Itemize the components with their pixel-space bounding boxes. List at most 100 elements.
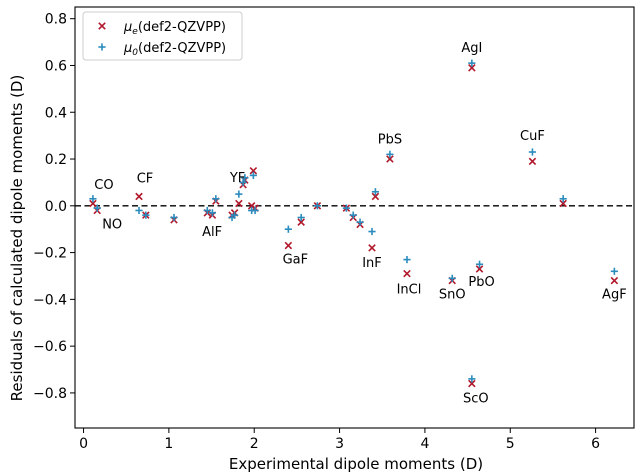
legend-label: μe(def2-QZVPP): [123, 20, 226, 37]
annotation-no: NO: [102, 217, 122, 232]
marker-stroke: [135, 192, 143, 201]
series-mu-e: [89, 64, 619, 388]
data-point: [368, 227, 376, 236]
data-point: [403, 256, 411, 264]
data-point: [386, 155, 394, 163]
data-point: [371, 192, 380, 201]
x-tick-label: 6: [591, 436, 600, 452]
x-axis-label: Experimental dipole moments (D): [229, 455, 483, 473]
marker-stroke: [249, 166, 258, 175]
marker-stroke: [368, 244, 376, 252]
data-point: [235, 190, 243, 198]
data-point: [284, 241, 293, 250]
data-point: [610, 267, 618, 275]
data-point: [468, 59, 476, 67]
data-point: [610, 276, 619, 285]
data-point: [349, 211, 357, 219]
marker-stroke: [235, 199, 243, 208]
data-point: [342, 204, 350, 212]
data-point: [212, 195, 220, 203]
data-point: [135, 206, 143, 215]
y-tick-label: −0.6: [33, 339, 67, 355]
data-point: [368, 244, 376, 252]
legend: μe(def2-QZVPP) μ0(def2-QZVPP): [82, 11, 243, 61]
y-axis-label: Residuals of calculated dipole moments (…: [8, 75, 26, 402]
marker-stroke: [475, 265, 484, 273]
y-tick-label: 0.2: [45, 152, 67, 168]
annotation-agi: AgI: [461, 41, 482, 56]
marker-stroke: [528, 157, 537, 166]
marker-stroke: [559, 199, 567, 208]
x-tick-label: 4: [420, 436, 429, 452]
y-tick-label: 0.6: [45, 58, 67, 74]
legend-marker: [98, 22, 106, 30]
data-point: [284, 225, 292, 233]
data-point: [251, 206, 259, 215]
marker-stroke: [371, 192, 380, 201]
annotation-cuf: CuF: [520, 129, 545, 144]
data-point: [475, 265, 484, 273]
marker-stroke: [468, 379, 476, 388]
data-point: [170, 213, 178, 222]
annotation-pbo: PbO: [468, 275, 494, 290]
y-tick-label: 0.0: [45, 199, 67, 215]
x-tick-label: 0: [79, 436, 88, 452]
data-point: [386, 150, 394, 158]
y-tick-label: −0.2: [33, 246, 67, 262]
data-point: [528, 148, 537, 156]
annotation-inf: InF: [362, 256, 382, 271]
data-point: [448, 274, 456, 282]
data-point: [93, 204, 101, 212]
marker-stroke: [98, 22, 106, 30]
data-point: [297, 218, 305, 226]
legend-marker: [98, 43, 106, 51]
data-point: [135, 192, 143, 201]
data-point: [528, 157, 537, 166]
data-point: [249, 166, 258, 175]
x-tick-label: 2: [250, 436, 259, 452]
marker-stroke: [284, 241, 293, 250]
y-tick-label: 0.8: [45, 12, 67, 28]
data-point: [239, 178, 247, 187]
marker-stroke: [386, 155, 394, 163]
annotation-incl: InCl: [397, 283, 422, 298]
annotation-gaf: GaF: [283, 253, 309, 268]
marker-stroke: [610, 276, 619, 285]
data-point: [559, 195, 567, 203]
x-tick-label: 5: [506, 436, 515, 452]
data-point: [468, 379, 476, 388]
plot-area: CO NO CF AlF YF GaF InF PbS InCl SnO AgI ScO PbO CuF A…: [33, 6, 635, 452]
data-point: [235, 199, 243, 208]
x-tick-label: 3: [335, 436, 344, 452]
data-point: [371, 188, 380, 196]
series-mu-0: [89, 59, 618, 383]
data-point: [230, 211, 239, 219]
data-point: [313, 202, 321, 210]
y-tick-label: −0.8: [33, 386, 67, 402]
y-tick-label: −0.4: [33, 292, 67, 308]
data-point: [468, 64, 476, 72]
annotation-yf: YF: [229, 171, 245, 186]
data-point: [89, 199, 97, 208]
legend-label: μ0(def2-QZVPP): [123, 41, 226, 58]
data-point: [208, 209, 217, 217]
data-point: [297, 213, 305, 222]
annotation-co: CO: [94, 178, 113, 193]
legend-box: [82, 11, 243, 61]
annotation-sno: SnO: [439, 288, 466, 303]
data-point: [356, 218, 364, 226]
data-point: [468, 375, 476, 383]
data-point: [142, 211, 150, 219]
data-point: [203, 206, 211, 215]
plot-frame: [74, 6, 635, 429]
annotation-pbs: PbS: [378, 132, 402, 147]
annotation-alf: AlF: [202, 225, 222, 240]
annotation-sco: ScO: [463, 392, 489, 407]
marker-stroke: [89, 199, 97, 208]
marker-stroke: [297, 218, 305, 226]
marker-stroke: [468, 64, 476, 72]
data-point: [475, 260, 484, 268]
y-tick-label: 0.4: [45, 105, 67, 121]
data-point: [241, 174, 249, 182]
